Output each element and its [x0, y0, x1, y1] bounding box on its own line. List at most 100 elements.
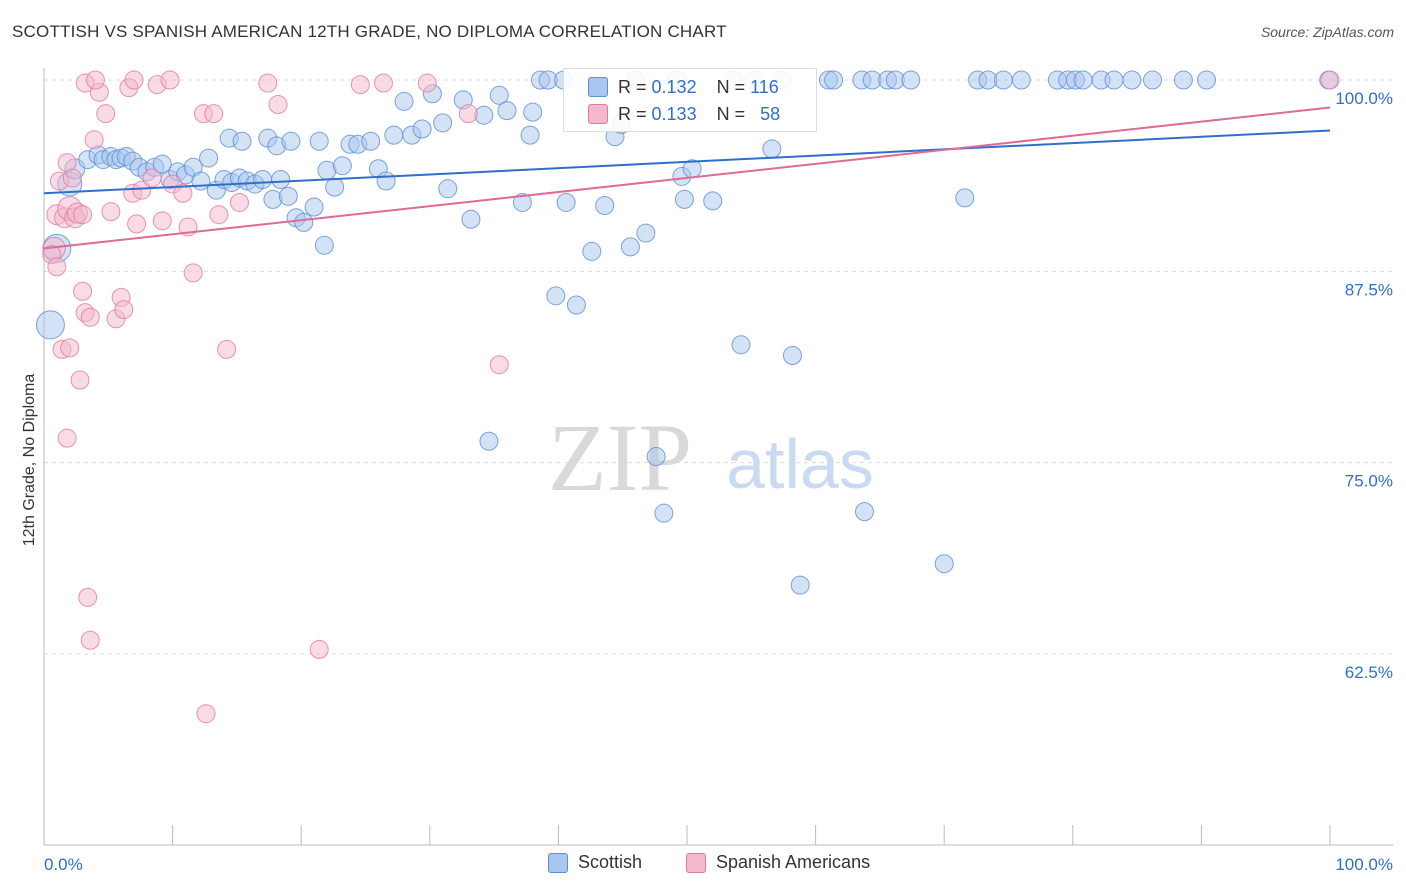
scottish-point — [191, 171, 211, 191]
n-label: N = — [716, 76, 746, 97]
spanish-americans-point — [258, 73, 278, 93]
data-points — [35, 70, 1340, 724]
scottish-point — [582, 241, 602, 261]
scottish-point — [595, 196, 615, 216]
n-value: 116 — [750, 76, 779, 97]
legend-label-spanish-americans: Spanish Americans — [716, 852, 871, 872]
scottish-point — [790, 575, 810, 595]
spanish-americans-point — [60, 338, 80, 358]
scottish-point — [394, 91, 414, 111]
scottish-swatch — [588, 77, 608, 97]
spanish-americans-swatch — [588, 104, 608, 124]
scottish-point — [361, 131, 381, 151]
scottish-point — [497, 101, 517, 121]
spanish-americans-point — [217, 339, 237, 359]
spanish-americans-point — [1320, 70, 1340, 90]
spanish-americans-point — [124, 70, 144, 90]
scottish-point — [461, 209, 481, 229]
scottish-point — [278, 186, 298, 206]
scottish-point — [901, 70, 921, 90]
scottish-point — [824, 70, 844, 90]
spanish-americans-point — [152, 211, 172, 231]
scottish-point — [253, 169, 273, 189]
x-tick-label: 100.0% — [1335, 855, 1393, 874]
spanish-americans-point — [114, 300, 134, 320]
scottish-point — [512, 192, 532, 212]
scottish-point — [152, 154, 172, 174]
spanish-americans-point — [350, 75, 370, 95]
y-tick-label: 62.5% — [1345, 663, 1393, 682]
scottish-point — [1143, 70, 1163, 90]
r-label: R = — [618, 76, 647, 97]
scottish-point — [489, 85, 509, 105]
spanish-americans-point — [80, 630, 100, 650]
scottish-trend-line — [43, 129, 1331, 195]
legend-label-scottish: Scottish — [578, 852, 643, 872]
scottish-point — [263, 189, 283, 209]
legend-item-spanish-americans[interactable]: Spanish Americans — [686, 852, 870, 873]
x-tick-label: 0.0% — [44, 855, 83, 874]
stats-row-scottish: R = 0.132 N = 116 — [564, 73, 779, 101]
spanish-americans-point — [57, 428, 77, 448]
scottish-point — [556, 192, 576, 212]
spanish-americans-point — [173, 183, 193, 203]
spanish-americans-point — [142, 168, 162, 188]
y-tick-label: 87.5% — [1345, 280, 1393, 299]
n-label: N = — [716, 103, 746, 124]
legend-item-scottish[interactable]: Scottish — [548, 852, 642, 873]
scottish-point — [384, 125, 404, 145]
spanish-americans-point — [73, 205, 93, 225]
spanish-americans-point — [62, 168, 82, 188]
scottish-point — [993, 70, 1013, 90]
scottish-point — [762, 139, 782, 159]
tick-labels: 62.5% 75.0% 87.5% 100.0% 0.0% 100.0% — [44, 89, 1393, 874]
scottish-point — [479, 431, 499, 451]
spanish-americans-point — [80, 307, 100, 327]
spanish-americans-point — [73, 281, 93, 301]
source-label: Source: ZipAtlas.com — [1260, 24, 1394, 40]
grid-lines — [44, 79, 1393, 655]
spanish-americans-point — [85, 70, 105, 90]
scottish-point — [199, 148, 219, 168]
watermark-atlas: atlas — [726, 425, 874, 503]
spanish-americans-point — [160, 70, 180, 90]
spanish-americans-point — [204, 104, 224, 124]
scottish-point — [412, 119, 432, 139]
spanish-americans-point — [101, 202, 121, 222]
spanish-americans-point — [183, 263, 203, 283]
y-tick-label: 75.0% — [1345, 472, 1393, 491]
scottish-point — [782, 346, 802, 366]
scottish-point — [546, 286, 566, 306]
scottish-point — [332, 156, 352, 176]
spanish-americans-point — [374, 73, 394, 93]
scottish-point — [1073, 70, 1093, 90]
scottish-point — [271, 169, 291, 189]
spanish-americans-point — [458, 104, 478, 124]
r-value: 0.133 — [651, 103, 697, 124]
scottish-point — [309, 131, 329, 151]
scottish-point — [523, 102, 543, 122]
spanish-americans-point — [489, 355, 509, 375]
stats-row-spanish-americans: R = 0.133 N = 58 — [564, 100, 780, 128]
scottish-point — [654, 503, 674, 523]
scottish-point — [232, 131, 252, 151]
scottish-point — [35, 310, 65, 340]
spanish-americans-point — [196, 704, 216, 724]
scottish-point — [955, 188, 975, 208]
spanish-americans-point — [78, 587, 98, 607]
r-label: R = — [618, 103, 647, 124]
n-value: 58 — [760, 103, 781, 124]
scottish-point — [1122, 70, 1142, 90]
spanish-americans-point — [229, 192, 249, 212]
spanish-americans-point — [209, 205, 229, 225]
scottish-point — [520, 125, 540, 145]
spanish-americans-point — [309, 639, 329, 659]
spanish-americans-point — [268, 94, 288, 114]
y-tick-label: 100.0% — [1335, 89, 1393, 108]
scottish-point — [566, 295, 586, 315]
legend: Scottish Spanish Americans — [0, 852, 1406, 878]
spanish-americans-point — [417, 73, 437, 93]
spanish-americans-legend-swatch — [686, 852, 706, 873]
spanish-americans-point — [47, 257, 67, 277]
axes — [43, 68, 1393, 846]
